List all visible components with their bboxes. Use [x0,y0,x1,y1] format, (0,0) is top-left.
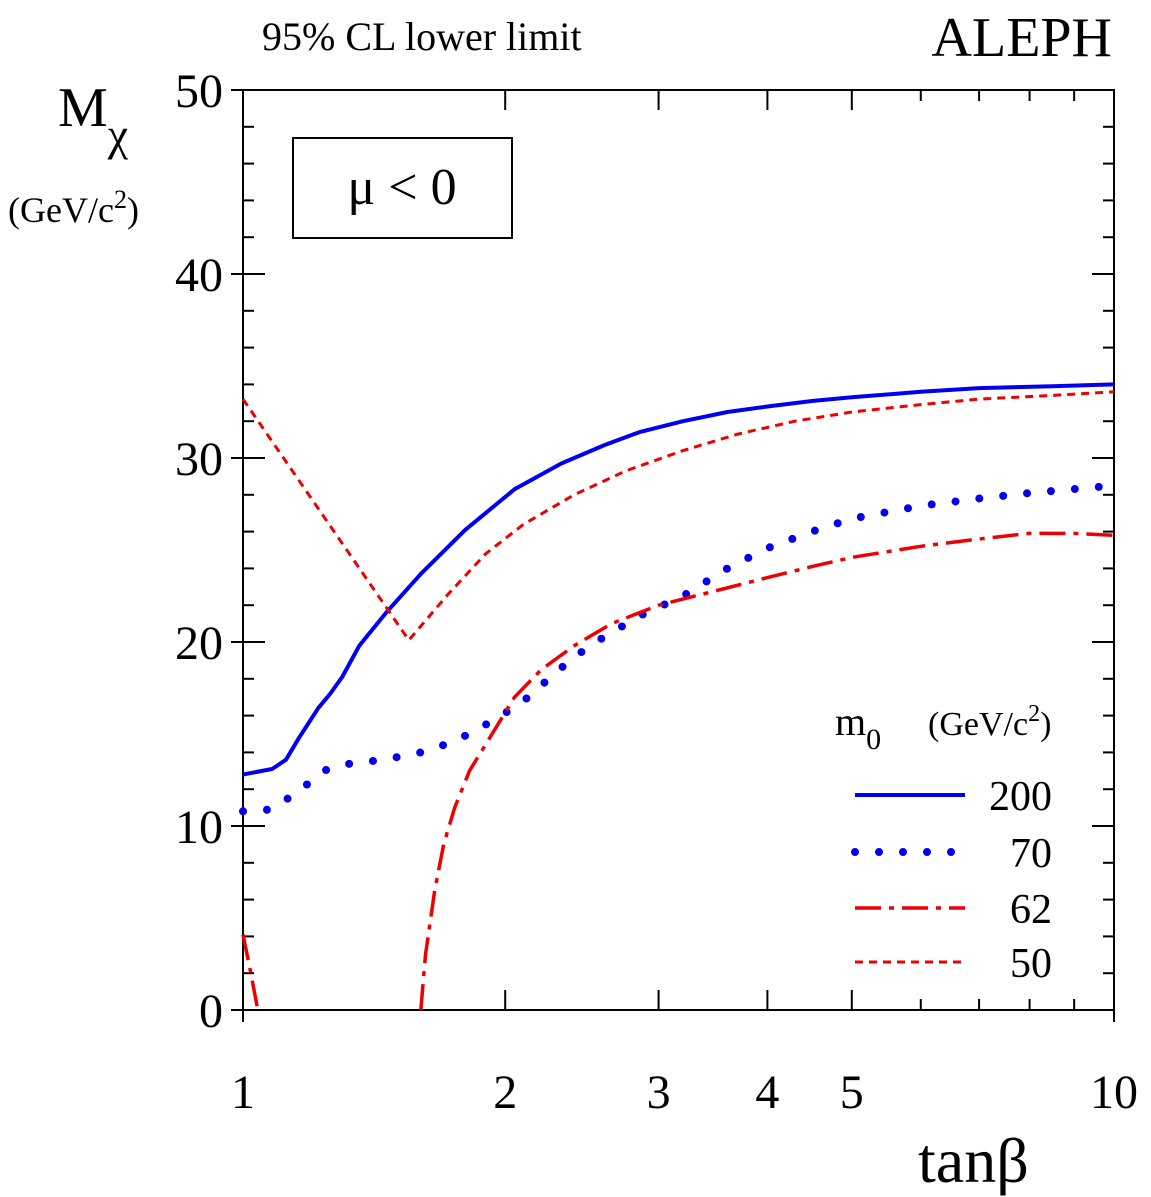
y-axis-title-sub: χ [107,109,129,160]
legend: m0 (GeV/c2) 200 70 62 50 [835,699,1052,987]
legend-label: 50 [1010,941,1052,987]
x-axis-title: tanβ [918,1125,1029,1196]
series-line-200 [242,382,1115,777]
experiment-label: ALEPH [932,7,1112,69]
y-axis-unit-sup: 2 [114,185,127,214]
x-tick-label: 3 [647,1066,671,1119]
legend-unit-sup: 2 [1028,701,1040,727]
series-line-50 [241,390,1115,642]
y-tick-label: 20 [175,617,223,670]
x-tick-label: 2 [493,1066,517,1119]
y-tick-labels: 0 10 20 30 40 50 [175,65,223,1038]
x-tick-label: 5 [840,1066,864,1119]
x-tick-label: 1 [231,1066,255,1119]
x-tick-labels: 1 2 3 4 5 10 [231,1066,1138,1119]
x-tick-label: 10 [1090,1066,1138,1119]
series-line-62 [241,934,260,1011]
legend-label: 200 [989,774,1052,820]
legend-title-sub: 0 [866,723,881,756]
y-tick-label: 50 [175,65,223,118]
y-tick-label: 40 [175,249,223,302]
y-tick-label: 0 [199,985,223,1038]
y-axis-unit-close: ) [127,190,139,230]
y-axis-title: Mχ (GeV/c2) [8,77,139,230]
y-axis-title-main: M [58,77,108,139]
y-tick-label: 10 [175,801,223,854]
chart-title: 95% CL lower limit [262,14,582,59]
legend-label: 70 [1010,831,1052,877]
series-line-62 [419,531,1115,1011]
x-tick-label: 4 [755,1066,779,1119]
legend-title: m [835,699,866,744]
series-line-70 [239,481,1118,816]
plot-frame [242,89,1115,1011]
svg-text:(GeV/c2): (GeV/c2) [8,185,139,230]
svg-text:(GeV/c2): (GeV/c2) [928,701,1051,743]
axis-ticks [231,89,1115,1022]
legend-entries: 200 70 62 50 [851,774,1052,987]
y-tick-label: 30 [175,433,223,486]
legend-label: 62 [1010,887,1052,933]
legend-unit: (GeV/c [928,706,1028,743]
annotation-text: μ < 0 [347,159,456,216]
y-axis-unit: (GeV/c [8,190,114,230]
svg-text:m0: m0 [835,699,881,756]
annotation-box [292,137,513,239]
series-lines [239,382,1118,1011]
svg-text:Mχ: Mχ [58,77,129,160]
legend-unit-close: ) [1040,706,1051,743]
